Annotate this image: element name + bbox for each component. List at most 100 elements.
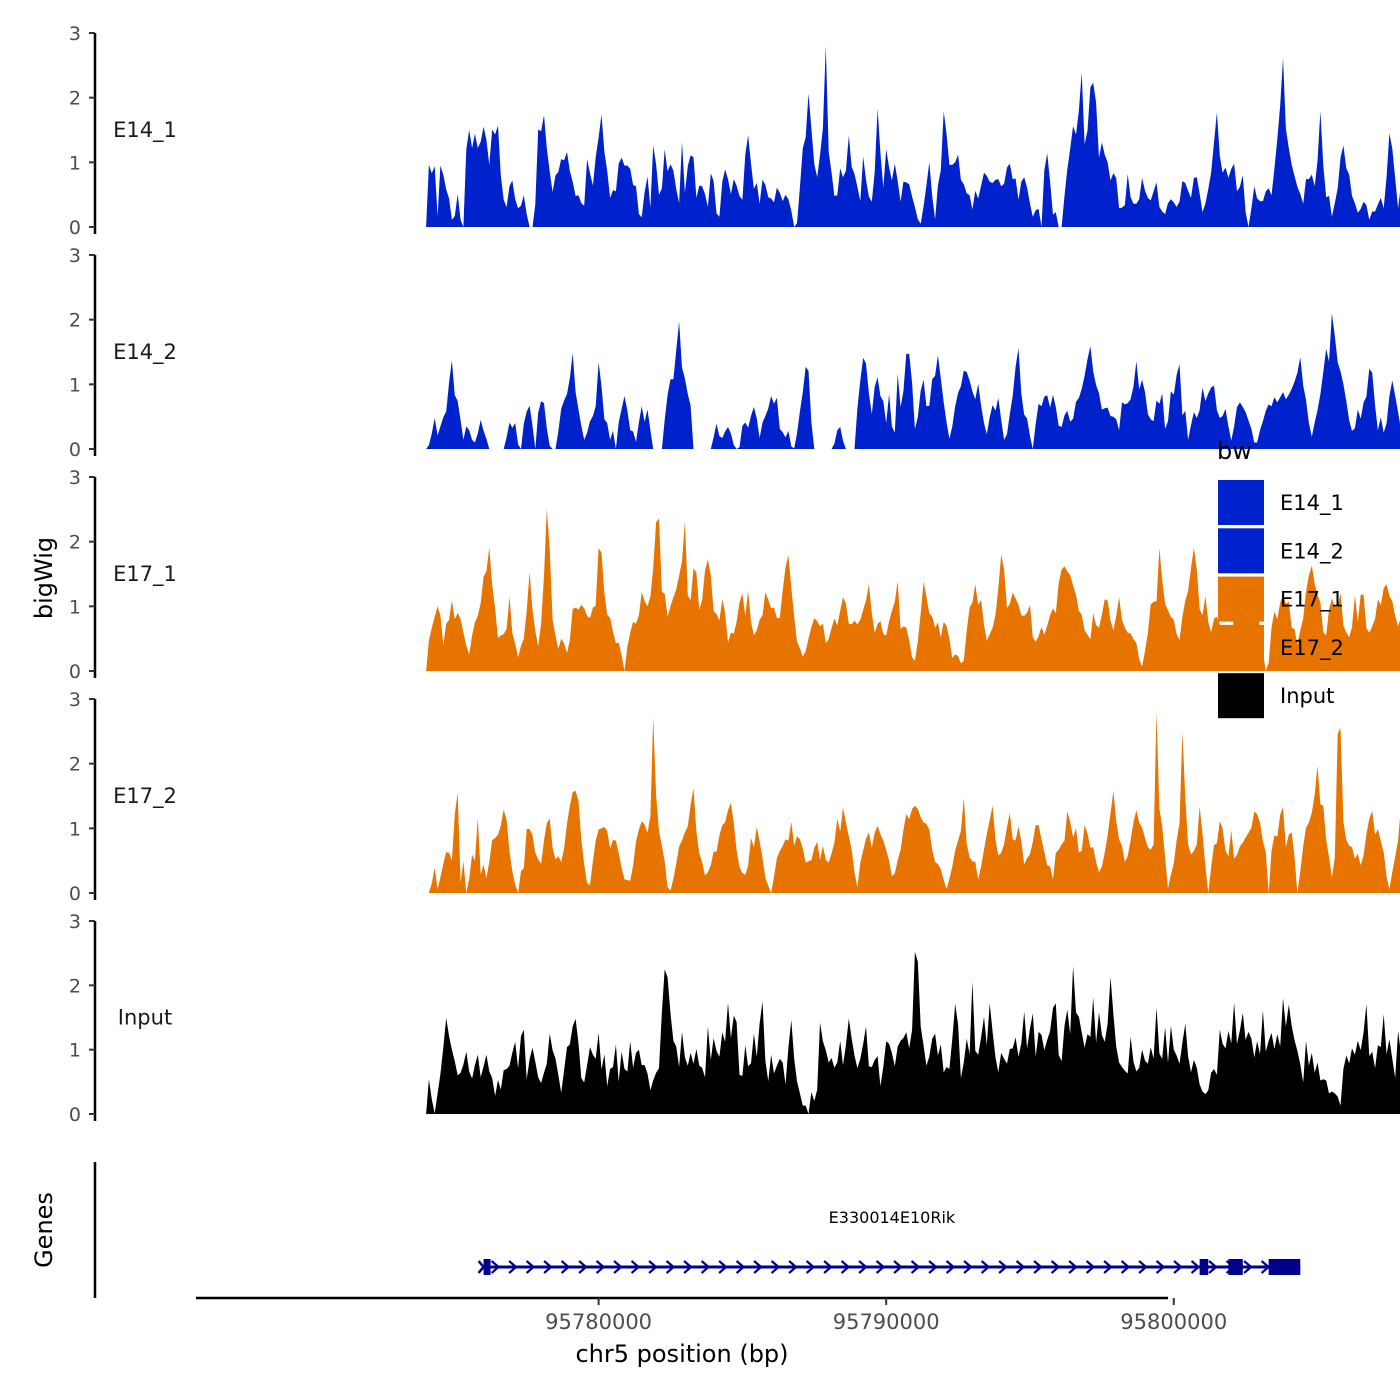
- legend-label: E14_1: [1280, 491, 1344, 516]
- y-tick-label: 0: [69, 439, 81, 461]
- genes-axis-title: Genes: [30, 1192, 58, 1268]
- strand-arrow: [683, 1260, 693, 1274]
- legend-label: E17_1: [1280, 588, 1344, 613]
- y-tick-label: 1: [69, 1040, 81, 1062]
- y-tick-label: 1: [69, 152, 81, 174]
- y-tick-label: 3: [69, 245, 81, 267]
- strand-arrow: [1138, 1260, 1148, 1274]
- track-Input: 0 1 2 3 Input: [69, 911, 1400, 1126]
- y-tick-label: 2: [69, 88, 81, 110]
- gene-name: E330014E10Rik: [829, 1208, 956, 1227]
- strand-arrow: [630, 1260, 641, 1274]
- strand-arrow: [1208, 1260, 1218, 1274]
- strand-arrow: [875, 1260, 886, 1274]
- legend-swatch-Input: [1218, 673, 1264, 719]
- gene-E330014E10Rik: E330014E10Rik: [477, 1208, 1301, 1275]
- legend-title: bw: [1217, 437, 1252, 465]
- x-axis: 95780000 95790000 95800000: [196, 1296, 1227, 1334]
- exon: [483, 1259, 491, 1275]
- strand-arrow: [1050, 1260, 1061, 1274]
- track-label: Input: [118, 1006, 172, 1030]
- strand-arrow: [945, 1260, 956, 1274]
- y-tick-label: 3: [69, 689, 81, 711]
- strand-arrow: [735, 1260, 746, 1274]
- strand-arrow: [858, 1260, 868, 1274]
- y-tick-label: 1: [69, 818, 81, 840]
- strand-arrow: [1033, 1260, 1043, 1274]
- x-tick-label: 95790000: [833, 1310, 940, 1334]
- strand-arrow: [700, 1260, 711, 1274]
- legend-swatch-E14_2: [1218, 528, 1264, 574]
- y-tick-label: 1: [69, 374, 81, 396]
- track-label: E17_2: [113, 784, 177, 809]
- track-E14_1: 0 1 2 3 E14_1: [69, 23, 1400, 239]
- track-E14_2: 0 1 2 3 E14_2: [69, 245, 1400, 461]
- track-E17_1: 0 1 2 3 E17_1: [69, 467, 1400, 683]
- y-tick-label: 1: [69, 596, 81, 618]
- strand-arrow: [963, 1260, 973, 1274]
- strand-arrow: [578, 1260, 588, 1274]
- y-tick-label: 2: [69, 975, 81, 997]
- strand-arrow: [823, 1260, 833, 1274]
- x-tick-label: 95780000: [545, 1310, 652, 1334]
- strand-arrow: [840, 1260, 851, 1274]
- strand-arrow: [1015, 1260, 1026, 1274]
- strand-arrow: [1155, 1260, 1166, 1274]
- y-axis-title: bigWig: [30, 537, 58, 619]
- legend-swatch-E17_2: [1218, 624, 1264, 670]
- strand-arrow: [788, 1260, 798, 1274]
- exon: [1268, 1259, 1301, 1275]
- y-tick-label: 0: [69, 217, 81, 239]
- area-Input: [426, 951, 1400, 1114]
- strand-arrow: [665, 1260, 676, 1274]
- strand-arrow: [753, 1260, 763, 1274]
- strand-arrow: [718, 1260, 728, 1274]
- legend-label: Input: [1280, 684, 1334, 708]
- strand-arrow: [805, 1260, 816, 1274]
- strand-arrow: [1190, 1260, 1201, 1274]
- strand-arrow: [980, 1260, 991, 1274]
- area-E17_2: [426, 711, 1400, 893]
- strand-arrow: [525, 1260, 536, 1274]
- exon: [1199, 1259, 1209, 1275]
- legend: bw E14_1 E14_2 E17_1 E17_2 Input: [1217, 437, 1344, 719]
- track-E17_2: 0 1 2 3 E17_2: [69, 689, 1400, 905]
- y-tick-label: 2: [69, 532, 81, 554]
- exon: [1228, 1259, 1243, 1275]
- strand-arrow: [910, 1260, 921, 1274]
- y-tick-label: 0: [69, 661, 81, 683]
- strand-arrow: [1260, 1260, 1271, 1274]
- strand-arrow: [770, 1260, 781, 1274]
- strand-arrow: [508, 1260, 518, 1274]
- area-E14_1: [426, 45, 1400, 227]
- strand-arrow: [893, 1260, 903, 1274]
- legend-label: E14_2: [1280, 539, 1344, 564]
- strand-arrow: [1243, 1260, 1253, 1274]
- strand-arrow: [595, 1260, 606, 1274]
- strand-arrow: [648, 1260, 658, 1274]
- y-tick-label: 3: [69, 467, 81, 489]
- track-label: E17_1: [113, 562, 177, 587]
- y-tick-label: 0: [69, 883, 81, 905]
- legend-swatch-E14_1: [1218, 480, 1264, 525]
- track-label: E14_1: [113, 118, 177, 143]
- x-tick-label: 95800000: [1120, 1310, 1227, 1334]
- legend-swatch-E17_1: [1218, 576, 1264, 622]
- strand-arrow: [928, 1260, 938, 1274]
- strand-arrow: [1085, 1260, 1096, 1274]
- coverage-tracks: 0 1 2 3 E14_1 0 1 2 3 E14_2 0 1 2 3 E17_1 0 1 2 3 E17_2 0 1 2 3…: [69, 23, 1400, 1126]
- x-axis-title: chr5 position (bp): [575, 1340, 788, 1368]
- gene-track: E330014E10Rik: [93, 1162, 1301, 1298]
- strand-arrow: [998, 1260, 1008, 1274]
- strand-arrow: [1103, 1260, 1113, 1274]
- strand-arrow: [490, 1260, 501, 1274]
- y-tick-label: 0: [69, 1104, 81, 1126]
- y-tick-label: 3: [69, 23, 81, 45]
- y-tick-label: 3: [69, 911, 81, 933]
- strand-arrow: [543, 1260, 553, 1274]
- strand-arrow: [560, 1260, 571, 1274]
- strand-arrow: [613, 1260, 623, 1274]
- y-tick-label: 2: [69, 310, 81, 332]
- track-label: E14_2: [113, 340, 177, 365]
